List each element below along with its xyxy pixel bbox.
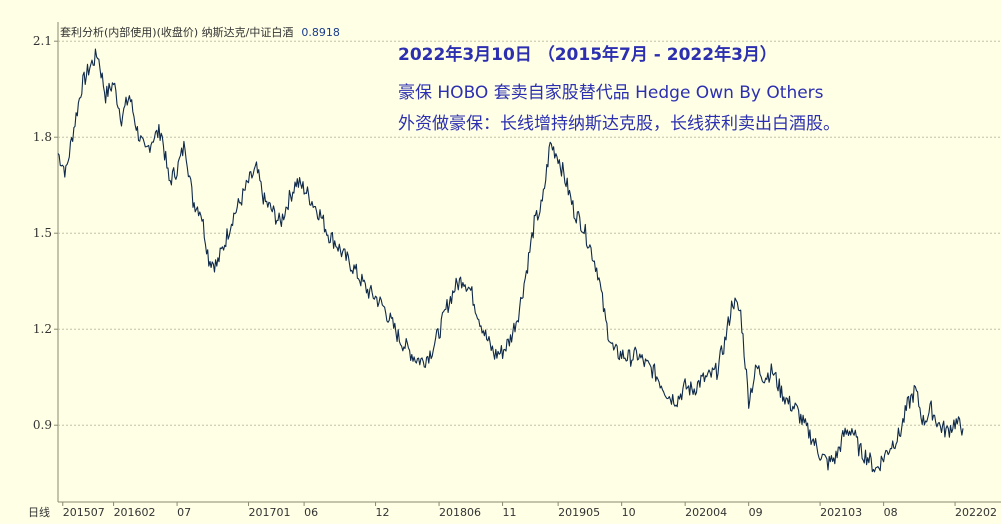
x-tick-label: 201806 [439, 506, 481, 519]
x-tick-label: 202004 [685, 506, 727, 519]
x-tick-label: 10 [622, 506, 636, 519]
series-line [57, 48, 964, 473]
y-tick-label: 1.5 [33, 226, 52, 240]
y-tick-label: 1.2 [33, 322, 52, 336]
x-tick-label: 201602 [114, 506, 156, 519]
x-tick-label: 12 [376, 506, 390, 519]
current-value: 0.8918 [301, 26, 340, 39]
x-tick-label: 201701 [249, 506, 291, 519]
x-tick-label: 202103 [820, 506, 862, 519]
annotation-title: 2022年3月10日 （2015年7月 - 2022年3月） [398, 45, 777, 65]
indicator-header: 套利分析(内部使用)(收盘价) 纳斯达克/中证白酒 0.8918 [60, 24, 340, 40]
x-tick-label: 08 [884, 506, 898, 519]
x-tick-label: 09 [749, 506, 763, 519]
x-tick-label: 202202 [955, 506, 997, 519]
y-tick-label: 2.1 [33, 34, 52, 48]
x-tick-label: 201905 [558, 506, 600, 519]
period-label: 日线 [28, 505, 50, 519]
indicator-label: 套利分析(内部使用)(收盘价) 纳斯达克/中证白酒 [60, 26, 294, 39]
x-tick-label: 201507 [63, 506, 105, 519]
y-tick-label: 1.8 [33, 130, 52, 144]
y-tick-label: 0.9 [33, 418, 52, 432]
x-tick-label: 07 [177, 506, 191, 519]
annotation-line1: 豪保 HOBO 套卖自家股替代品 Hedge Own By Others [398, 83, 824, 103]
annotation-line2: 外资做豪保：长线增持纳斯达克股，长线获利卖出白酒股。 [398, 114, 840, 134]
x-tick-label: 11 [503, 506, 517, 519]
x-tick-label: 06 [304, 506, 318, 519]
